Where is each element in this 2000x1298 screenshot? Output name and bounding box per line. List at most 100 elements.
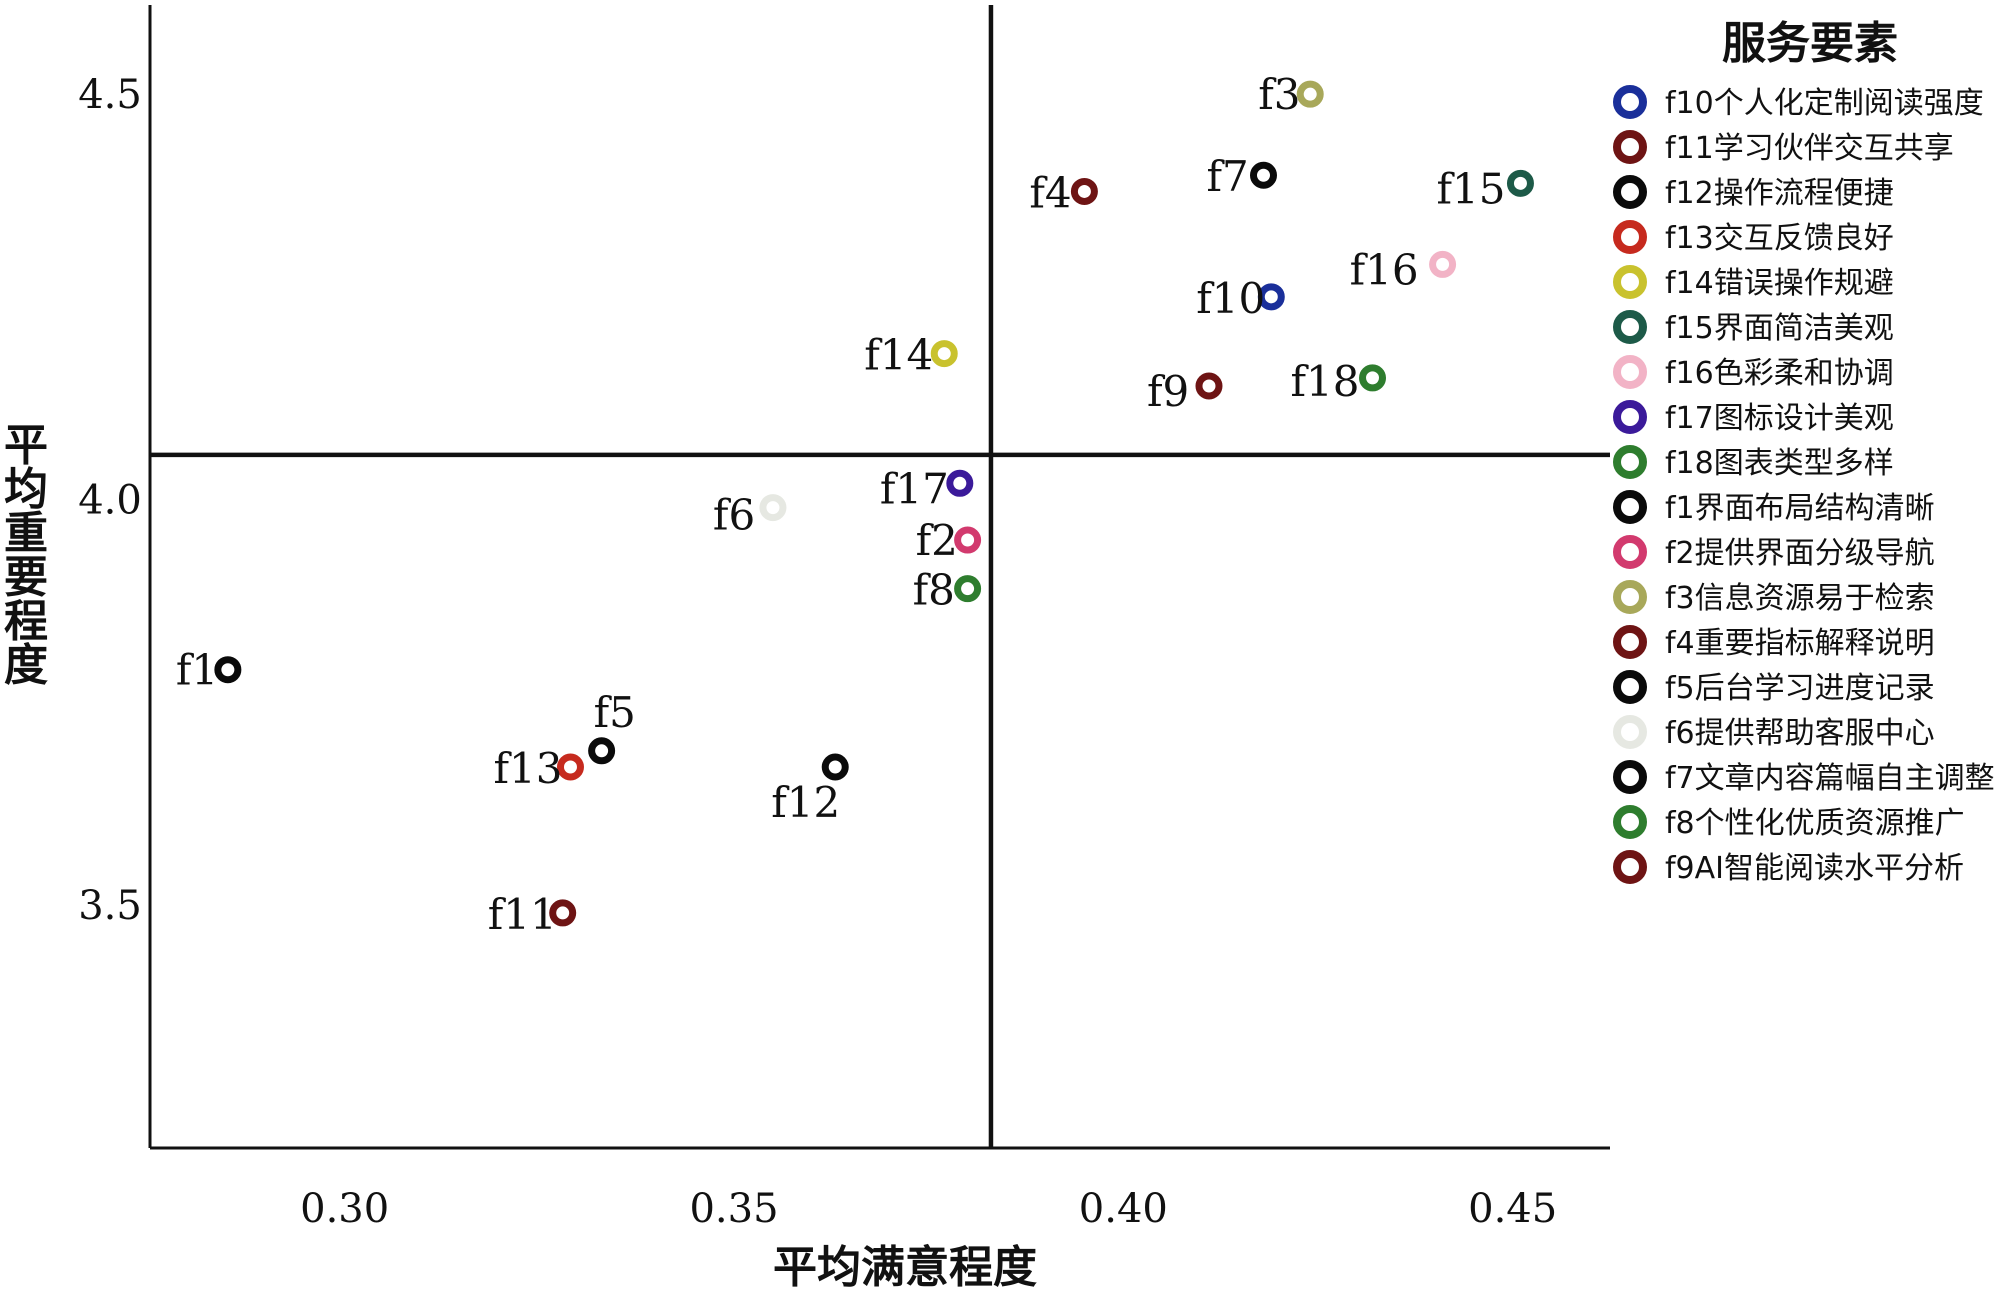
- legend-label: f1界面布局结构清晰: [1665, 491, 1935, 526]
- data-point-f12-center: [832, 764, 839, 770]
- point-label-f16: f16: [1350, 245, 1419, 294]
- data-point-f13-ring: [556, 753, 584, 781]
- data-point-f18: [1359, 364, 1387, 392]
- legend-entry: f10个人化定制阅读强度: [1613, 85, 1984, 121]
- legend-entry: f16色彩柔和协调: [1613, 355, 1894, 391]
- data-point-f7-ring: [1249, 161, 1277, 189]
- data-point-f5-center: [598, 747, 605, 754]
- data-point-f5-ring: [588, 737, 616, 765]
- point-label-f2: f2: [916, 516, 958, 565]
- axis-ticks: 0.30 0.35 0.40 0.45 3.5 4.0 4.5: [78, 72, 1557, 1232]
- legend-entry: f12操作流程便捷: [1613, 175, 1894, 211]
- data-point-f16: [1429, 250, 1457, 278]
- point-label-f17: f17: [880, 464, 949, 513]
- legend: 服务要素 f10个人化定制阅读强度 f11学习伙伴交互共享 f12操作流程便捷 f13…: [1613, 18, 1995, 886]
- legend-label: f16色彩柔和协调: [1665, 356, 1894, 391]
- data-point-f14: [930, 340, 958, 368]
- data-point-f11-center: [559, 909, 566, 916]
- data-point-f13: [556, 753, 584, 781]
- legend-entry: f7文章内容篇幅自主调整: [1613, 760, 1995, 796]
- legend-marker: [1613, 310, 1647, 344]
- data-point-f4-ring: [1070, 177, 1098, 205]
- data-point-f3-center: [1307, 91, 1314, 98]
- legend-marker: [1613, 850, 1647, 884]
- data-point-f12-ring: [821, 753, 849, 781]
- point-label-f8: f8: [913, 566, 955, 615]
- point-label-f11: f11: [488, 890, 557, 939]
- data-point-f15-ring: [1506, 169, 1534, 197]
- x-axis-title: 平均满意程度: [773, 1242, 1037, 1293]
- data-point-f6: [759, 494, 787, 522]
- data-point-f14-ring: [930, 340, 958, 368]
- legend-label: f11学习伙伴交互共享: [1665, 131, 1954, 166]
- axis-titles: 平均满意程度 平均重要程度: [4, 420, 1037, 1293]
- legend-entry: f5后台学习进度记录: [1613, 670, 1935, 706]
- point-label-f9: f9: [1147, 367, 1189, 416]
- legend-marker: [1613, 805, 1647, 839]
- data-point-f13-center: [567, 764, 574, 770]
- legend-marker: [1613, 400, 1647, 434]
- legend-label: f12操作流程便捷: [1665, 176, 1894, 211]
- legend-marker: [1613, 175, 1647, 209]
- legend-label: f14错误操作规避: [1665, 266, 1894, 301]
- data-point-f7-center: [1260, 172, 1267, 179]
- legend-marker: [1613, 220, 1647, 254]
- legend-title: 服务要素: [1722, 18, 1898, 69]
- data-point-f8-ring: [954, 575, 982, 603]
- legend-marker: [1613, 760, 1647, 794]
- data-point-f12: [821, 753, 849, 781]
- data-point-f2: [954, 526, 982, 554]
- point-label-f12: f12: [771, 778, 840, 827]
- point-label-f6: f6: [713, 491, 755, 540]
- point-label-f18: f18: [1291, 357, 1360, 406]
- data-point-f1: [214, 656, 242, 684]
- legend-marker: [1613, 670, 1647, 704]
- legend-entry: f11学习伙伴交互共享: [1613, 130, 1954, 166]
- legend-label: f15界面简洁美观: [1665, 311, 1894, 346]
- legend-entry: f4重要指标解释说明: [1613, 625, 1935, 661]
- legend-label: f18图表类型多样: [1665, 446, 1894, 481]
- x-tick-label: 0.45: [1468, 1186, 1557, 1232]
- legend-marker: [1613, 535, 1647, 569]
- legend-label: f9AI智能阅读水平分析: [1665, 851, 1964, 886]
- legend-marker: [1613, 130, 1647, 164]
- point-label-f15: f15: [1436, 164, 1505, 213]
- data-point-f3: [1296, 80, 1324, 108]
- y-axis-title: 平均重要程度: [4, 420, 48, 691]
- data-point-f1-ring: [214, 656, 242, 684]
- data-point-f15-center: [1517, 180, 1524, 187]
- point-label-f14: f14: [864, 331, 933, 380]
- legend-label: f4重要指标解释说明: [1665, 626, 1935, 661]
- legend-marker: [1613, 580, 1647, 614]
- x-tick-label: 0.40: [1079, 1186, 1168, 1232]
- data-point-f11: [549, 899, 577, 927]
- data-point-f16-center: [1439, 261, 1446, 268]
- point-label-f3: f3: [1258, 70, 1300, 119]
- data-point-f4: [1070, 177, 1098, 205]
- quadrant-lines: [150, 5, 1610, 1148]
- data-point-f9-ring: [1195, 372, 1223, 400]
- data-point-f17-ring: [946, 469, 974, 497]
- legend-marker: [1613, 355, 1647, 389]
- legend-entry: f13交互反馈良好: [1613, 220, 1894, 256]
- legend-entry: f14错误操作规避: [1613, 265, 1894, 301]
- legend-marker: [1613, 490, 1647, 524]
- data-point-f14-center: [941, 350, 948, 357]
- legend-label: f3信息资源易于检索: [1665, 581, 1935, 616]
- data-point-f6-center: [769, 504, 776, 511]
- legend-label: f10个人化定制阅读强度: [1665, 86, 1984, 121]
- data-point-f10-ring: [1257, 283, 1285, 311]
- y-tick-label: 3.5: [78, 883, 142, 929]
- data-point-f18-ring: [1359, 364, 1387, 392]
- data-point-f9-center: [1205, 383, 1212, 389]
- point-label-f10: f10: [1196, 274, 1265, 323]
- data-point-f2-center: [964, 537, 971, 544]
- legend-label: f7文章内容篇幅自主调整: [1665, 761, 1995, 796]
- data-point-f9: [1195, 372, 1223, 400]
- axes: [148, 5, 1610, 1150]
- data-point-f10: [1257, 283, 1285, 311]
- legend-entry: f6提供帮助客服中心: [1613, 715, 1935, 751]
- legend-marker: [1613, 625, 1647, 659]
